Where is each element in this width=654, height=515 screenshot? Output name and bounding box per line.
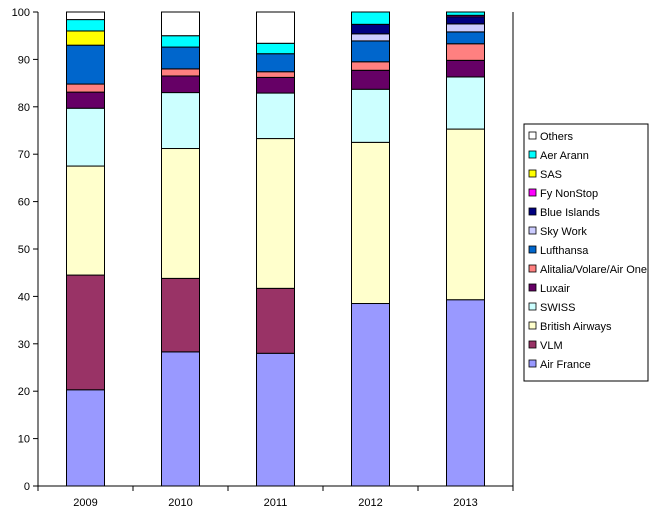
legend-label: British Airways — [540, 321, 612, 333]
legend-swatch — [528, 264, 537, 273]
y-tick-label: 50 — [18, 244, 30, 256]
legend-label: Lufthansa — [540, 245, 589, 257]
bar-segment-2010-lufthansa — [161, 46, 200, 70]
bar-segment-2011-lufthansa — [256, 53, 295, 73]
legend-label: Luxair — [540, 283, 570, 295]
bar-segment-2011-swiss — [256, 92, 295, 140]
legend-label: Alitalia/Volare/Air One — [540, 264, 647, 276]
legend-swatch — [528, 359, 537, 368]
bar-segment-2013-sky-work — [446, 23, 485, 33]
bar-segment-2010-others — [161, 11, 200, 37]
legend-swatch — [528, 245, 537, 254]
legend-swatch — [528, 283, 537, 292]
bar-segment-2009-vlm — [66, 274, 105, 391]
legend-swatch — [528, 302, 537, 311]
legend-swatch — [528, 340, 537, 349]
bar-segment-2009-aer-arann — [66, 19, 105, 32]
bar-segment-2011-air-france — [256, 352, 295, 487]
bar-segment-2009-others — [66, 11, 105, 21]
bar-segment-2010-alitalia-volare-air-one — [161, 68, 200, 77]
y-tick-label: 10 — [18, 434, 30, 446]
bar-segment-2011-aer-arann — [256, 42, 295, 55]
bar-segment-2013-swiss — [446, 76, 485, 130]
bar-segment-2013-blue-islands — [446, 16, 485, 25]
x-tick-label: 2009 — [73, 497, 97, 509]
legend-label: VLM — [540, 340, 563, 352]
bar-segment-2013-air-france — [446, 299, 485, 487]
bar-segment-2009-sas — [66, 30, 105, 46]
bar-segment-2012-aer-arann — [351, 11, 390, 25]
legend-label: SAS — [540, 169, 562, 181]
legend-label: Blue Islands — [540, 207, 600, 219]
bar-segment-2010-british-airways — [161, 148, 200, 279]
x-tick-label: 2012 — [358, 497, 382, 509]
bar-segment-2012-blue-islands — [351, 23, 390, 35]
bar-segment-2009-british-airways — [66, 165, 105, 276]
y-tick-label: 100 — [12, 7, 30, 19]
legend-label: Others — [540, 131, 574, 143]
bar-segment-2011-alitalia-volare-air-one — [256, 71, 295, 78]
bar-segment-2011-vlm — [256, 287, 295, 354]
bar-segment-2013-british-airways — [446, 128, 485, 301]
bar-segment-2013-lufthansa — [446, 31, 485, 45]
bar-segment-2009-swiss — [66, 107, 105, 167]
y-tick-label: 80 — [18, 102, 30, 114]
bar-segment-2010-luxair — [161, 75, 200, 94]
legend-swatch — [528, 321, 537, 330]
legend-swatch — [528, 207, 537, 216]
bar-segment-2012-alitalia-volare-air-one — [351, 61, 390, 71]
legend: Others Aer Arann SAS Fy NonStop Blue Islands… — [523, 123, 649, 382]
bar-segment-2010-aer-arann — [161, 35, 200, 48]
legend-swatch — [528, 226, 537, 235]
bar-segment-2012-swiss — [351, 88, 390, 143]
bar-segment-2012-luxair — [351, 69, 390, 90]
y-tick-label: 20 — [18, 386, 30, 398]
bar-segment-2011-luxair — [256, 76, 295, 94]
legend-swatch — [528, 131, 537, 140]
bar-segment-2009-lufthansa — [66, 44, 105, 85]
bar-segment-2010-vlm — [161, 277, 200, 353]
x-tick-label: 2013 — [453, 497, 477, 509]
bar-segment-2009-alitalia-volare-air-one — [66, 83, 105, 93]
bar-segment-2009-air-france — [66, 389, 105, 487]
axes-layer: 2009 2010 2011 2012 2013 0 10 20 30 40 50 60 70 80 90 1… — [12, 7, 514, 509]
bar-segment-2013-alitalia-volare-air-one — [446, 43, 485, 61]
bar-segment-2012-air-france — [351, 303, 390, 487]
bar-segment-2012-lufthansa — [351, 40, 390, 63]
y-tick-label: 70 — [18, 149, 30, 161]
y-tick-label: 40 — [18, 291, 30, 303]
legend-swatch — [528, 169, 537, 178]
legend-label: Aer Arann — [540, 150, 589, 162]
bar-segment-2011-british-airways — [256, 138, 295, 289]
legend-label: Air France — [540, 359, 591, 371]
bar-segment-2009-luxair — [66, 91, 105, 109]
legend-label: SWISS — [540, 302, 575, 314]
y-tick-label: 30 — [18, 339, 30, 351]
bar-segment-2010-air-france — [161, 351, 200, 487]
legend-label: Sky Work — [540, 226, 587, 238]
bar-segment-2013-luxair — [446, 59, 485, 78]
y-tick-label: 90 — [18, 54, 30, 66]
legend-label: Fy NonStop — [540, 188, 598, 200]
bar-segment-2011-others — [256, 11, 295, 44]
y-tick-label: 60 — [18, 197, 30, 209]
bar-segment-2010-swiss — [161, 92, 200, 150]
bar-segment-2012-british-airways — [351, 141, 390, 305]
x-tick-label: 2011 — [264, 497, 288, 509]
legend-swatch — [528, 150, 537, 159]
bar-segment-2012-sky-work — [351, 33, 390, 42]
y-tick-label: 0 — [24, 481, 30, 493]
x-tick-label: 2010 — [168, 497, 192, 509]
legend-box — [523, 123, 649, 382]
bar-segment-2013-aer-arann — [446, 11, 485, 16]
bars-layer — [66, 11, 485, 487]
legend-swatch — [528, 188, 537, 197]
